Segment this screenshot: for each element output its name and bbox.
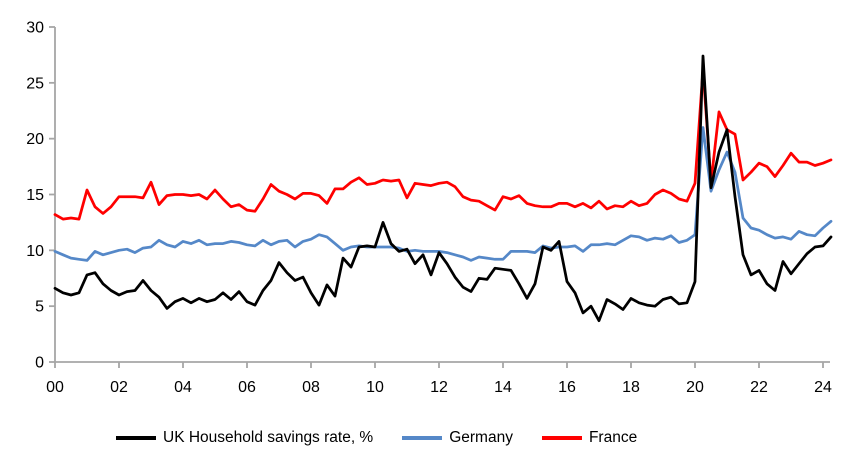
series-line-germany [53, 126, 833, 262]
series-line-france [53, 68, 833, 221]
legend-item-germany: Germany [402, 427, 513, 449]
y-tick-label: 30 [26, 20, 44, 37]
legend: UK Household savings rate, % Germany Fra… [116, 427, 637, 449]
y-tick-label: 15 [26, 187, 44, 204]
x-tick-label: 20 [686, 379, 704, 396]
x-tick-label: 04 [174, 379, 192, 396]
x-tick-label: 08 [302, 379, 320, 396]
series-line-uk-household-savings [53, 54, 833, 323]
x-tick-label: 14 [494, 379, 512, 396]
legend-label-germany: Germany [449, 429, 513, 446]
x-tick-label: 18 [622, 379, 640, 396]
x-tick-label: 16 [558, 379, 576, 396]
y-tick-label: 20 [26, 131, 44, 148]
x-tick-label: 10 [366, 379, 384, 396]
y-tick-label: 10 [26, 243, 44, 260]
x-tick-label: 24 [814, 379, 832, 396]
legend-swatch-uk-line [116, 436, 156, 440]
y-tick-label: 0 [35, 355, 44, 372]
x-tick-label: 06 [238, 379, 256, 396]
legend-label-france: France [588, 429, 638, 446]
x-tick-label: 12 [430, 379, 448, 396]
legend-item-france: France [541, 427, 638, 449]
legend-swatch-france-line [541, 436, 582, 440]
y-tick-label: 5 [35, 299, 44, 316]
legend-label-uk: UK Household savings rate, % [163, 429, 374, 446]
legend-swatch-germany-line [402, 436, 443, 440]
chart-canvas: 0 5 10 15 20 25 30 00 02 04 06 08 10 12 14 16 18 20 22 24 [26, 20, 833, 396]
x-tick-label: 22 [750, 379, 768, 396]
legend-item-uk: UK Household savings rate, % [116, 427, 373, 449]
x-tick-label: 02 [110, 379, 128, 396]
y-tick-label: 25 [26, 75, 44, 92]
x-tick-label: 00 [46, 379, 64, 396]
